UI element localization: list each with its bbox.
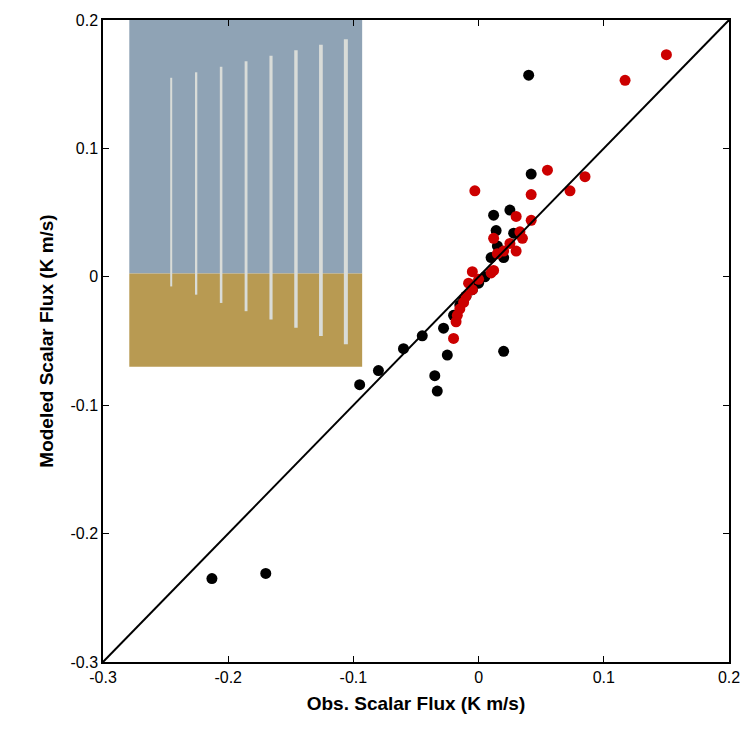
svg-text:0.2: 0.2 bbox=[718, 669, 740, 686]
svg-text:0: 0 bbox=[89, 268, 98, 285]
svg-text:-0.3: -0.3 bbox=[89, 669, 117, 686]
svg-text:-0.3: -0.3 bbox=[70, 654, 98, 671]
svg-text:Obs. Scalar Flux (K m/s): Obs. Scalar Flux (K m/s) bbox=[307, 693, 526, 714]
svg-text:-0.2: -0.2 bbox=[70, 525, 98, 542]
svg-text:-0.1: -0.1 bbox=[340, 669, 368, 686]
svg-text:0.1: 0.1 bbox=[593, 669, 615, 686]
svg-text:-0.2: -0.2 bbox=[214, 669, 242, 686]
svg-text:-0.1: -0.1 bbox=[70, 397, 98, 414]
svg-text:0.1: 0.1 bbox=[76, 140, 98, 157]
svg-text:Modeled Scalar Flux (K m/s): Modeled Scalar Flux (K m/s) bbox=[36, 214, 57, 467]
svg-text:0.2: 0.2 bbox=[76, 12, 98, 29]
svg-text:0: 0 bbox=[474, 669, 483, 686]
